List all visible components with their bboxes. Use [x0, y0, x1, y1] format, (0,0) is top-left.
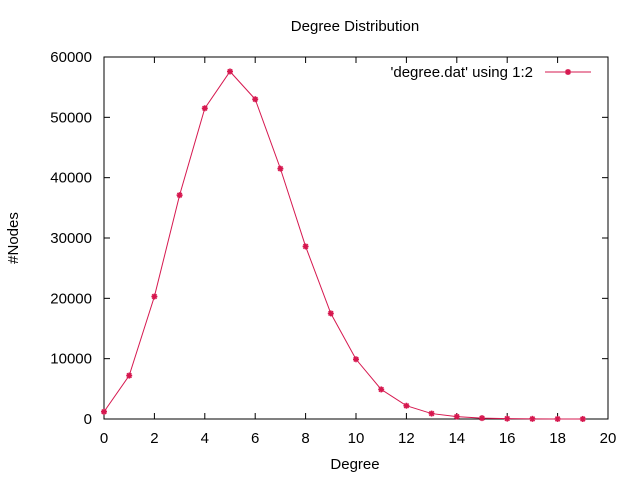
y-tick-label: 20000: [50, 290, 92, 307]
data-point: [151, 293, 158, 300]
legend: 'degree.dat' using 1:2: [391, 64, 591, 81]
x-tick-label: 0: [100, 430, 108, 447]
plot-frame: [103, 56, 609, 420]
y-tick-label: 10000: [50, 351, 92, 368]
data-point: [353, 356, 359, 363]
y-tick-label: 0: [84, 411, 92, 428]
y-tick-label: 40000: [50, 170, 92, 187]
data-point: [277, 165, 284, 172]
data-point: [529, 415, 536, 422]
data-point: [378, 386, 385, 393]
x-tick-label: 12: [398, 430, 415, 447]
chart-title: Degree Distribution: [291, 18, 419, 35]
y-tick-label: 50000: [50, 109, 92, 126]
y-tick-label: 60000: [50, 49, 92, 66]
x-tick-label: 4: [201, 430, 209, 447]
data-point: [554, 415, 561, 422]
data-point: [579, 415, 586, 422]
data-point: [201, 105, 208, 112]
x-tick-label: 2: [150, 430, 158, 447]
x-tick-label: 20: [600, 430, 617, 447]
data-point: [327, 310, 334, 317]
legend-label: 'degree.dat' using 1:2: [391, 64, 534, 81]
data-point: [227, 68, 233, 75]
data-point: [403, 402, 410, 409]
data-point: [176, 192, 183, 199]
x-tick-label: 10: [348, 430, 365, 447]
data-point: [126, 372, 133, 379]
data-point: [504, 415, 511, 422]
data-point: [252, 96, 259, 103]
data-point: [453, 413, 460, 420]
axis-ticks: 0 2 4 6 8 10 12 14 16 18 20 0 10000 20000 30000 40000 50…: [50, 49, 616, 447]
series-line: [103, 70, 583, 420]
data-point: [479, 415, 485, 422]
data-point: [101, 408, 107, 415]
y-tick-label: 30000: [50, 230, 92, 247]
data-point: [302, 243, 309, 250]
series-group: [101, 68, 586, 422]
data-point: [428, 410, 435, 417]
x-tick-label: 8: [301, 430, 309, 447]
x-tick-label: 18: [549, 430, 566, 447]
x-axis-label: Degree: [330, 456, 379, 473]
legend-marker: [565, 69, 571, 75]
x-tick-label: 14: [448, 430, 465, 447]
x-tick-label: 16: [499, 430, 516, 447]
y-axis-label: #Nodes: [5, 212, 22, 264]
x-tick-label: 6: [251, 430, 259, 447]
